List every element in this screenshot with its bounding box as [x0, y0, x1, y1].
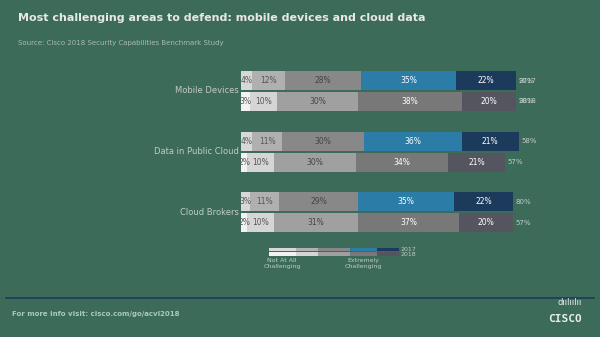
Bar [274, 153, 356, 172]
Text: 21%: 21% [469, 158, 485, 166]
Bar [280, 192, 358, 211]
Bar [456, 71, 516, 90]
Bar [377, 248, 399, 251]
Bar [296, 248, 317, 251]
Bar [364, 132, 461, 151]
Text: 11%: 11% [259, 137, 275, 146]
Text: CISCO: CISCO [548, 313, 582, 324]
Bar [250, 192, 280, 211]
Text: 30%: 30% [309, 97, 326, 106]
Text: 10%: 10% [255, 97, 271, 106]
Bar [350, 248, 377, 251]
Text: 35%: 35% [397, 197, 415, 206]
Bar [358, 213, 459, 232]
Bar [269, 248, 296, 251]
Text: 37%: 37% [400, 218, 417, 227]
Text: 4%: 4% [241, 76, 253, 85]
Bar [454, 192, 514, 211]
Bar [241, 213, 247, 232]
Bar [277, 92, 358, 111]
Text: 10%: 10% [252, 218, 269, 227]
Bar [461, 92, 516, 111]
Text: 2%: 2% [238, 158, 250, 166]
Text: 58%: 58% [521, 138, 536, 144]
Text: 34%: 34% [394, 158, 410, 166]
Text: 20%: 20% [481, 97, 497, 106]
Text: 3%: 3% [239, 97, 251, 106]
Text: dıılıılıı: dıılıılıı [557, 298, 582, 307]
Text: 36%: 36% [404, 137, 421, 146]
Bar [250, 92, 277, 111]
Text: 35%: 35% [400, 76, 417, 85]
Text: 3%: 3% [239, 197, 251, 206]
Text: 2%: 2% [238, 218, 250, 227]
Bar [285, 71, 361, 90]
Text: Data in Public Cloud: Data in Public Cloud [154, 147, 239, 156]
Text: 28%: 28% [314, 76, 331, 85]
Bar [241, 92, 250, 111]
Bar [241, 71, 252, 90]
Text: 2018: 2018 [519, 98, 536, 104]
Text: Source: Cisco 2018 Security Capabilities Benchmark Study: Source: Cisco 2018 Security Capabilities… [18, 40, 224, 47]
Text: 80%: 80% [515, 199, 531, 205]
Bar [252, 71, 285, 90]
Text: Mobile Devices: Mobile Devices [175, 87, 239, 95]
Bar [241, 192, 250, 211]
Bar [247, 213, 274, 232]
Bar [252, 132, 282, 151]
Bar [461, 132, 519, 151]
Text: 10%: 10% [252, 158, 269, 166]
Text: 38%: 38% [401, 97, 418, 106]
Text: 11%: 11% [256, 197, 273, 206]
Bar [361, 71, 456, 90]
Text: 30%: 30% [314, 137, 331, 146]
Text: 30%: 30% [307, 158, 323, 166]
Text: 22%: 22% [475, 197, 492, 206]
Bar [448, 153, 505, 172]
Text: Cloud Brokers: Cloud Brokers [180, 208, 239, 217]
Text: Extremely
Challenging: Extremely Challenging [345, 258, 382, 269]
Text: For more info visit: cisco.com/go/acvl2018: For more info visit: cisco.com/go/acvl20… [12, 311, 179, 317]
Bar [356, 153, 448, 172]
Bar [241, 132, 252, 151]
Text: 4%: 4% [241, 137, 253, 146]
Bar [358, 92, 461, 111]
Text: 21%: 21% [482, 137, 499, 146]
Text: 12%: 12% [260, 76, 277, 85]
Bar [296, 252, 317, 256]
Text: 98%: 98% [518, 98, 534, 104]
Text: 31%: 31% [308, 218, 325, 227]
Text: Most challenging areas to defend: mobile devices and cloud data: Most challenging areas to defend: mobile… [18, 13, 425, 24]
Bar [317, 252, 350, 256]
Bar [241, 153, 247, 172]
Bar [350, 252, 377, 256]
Bar [282, 132, 364, 151]
Bar [247, 153, 274, 172]
Text: 57%: 57% [508, 159, 523, 165]
Text: 2017: 2017 [519, 78, 536, 84]
Text: Not At All
Challenging: Not At All Challenging [263, 258, 301, 269]
Text: 57%: 57% [515, 220, 531, 226]
Bar [317, 248, 350, 251]
Text: 29%: 29% [311, 197, 327, 206]
Text: 97%: 97% [518, 78, 534, 84]
Text: 22%: 22% [478, 76, 494, 85]
Text: 2018: 2018 [400, 252, 416, 256]
Bar [377, 252, 399, 256]
Bar [459, 213, 514, 232]
Text: 20%: 20% [478, 218, 494, 227]
Bar [269, 252, 296, 256]
Bar [274, 213, 358, 232]
Bar [358, 192, 454, 211]
Text: 2017: 2017 [400, 247, 416, 252]
